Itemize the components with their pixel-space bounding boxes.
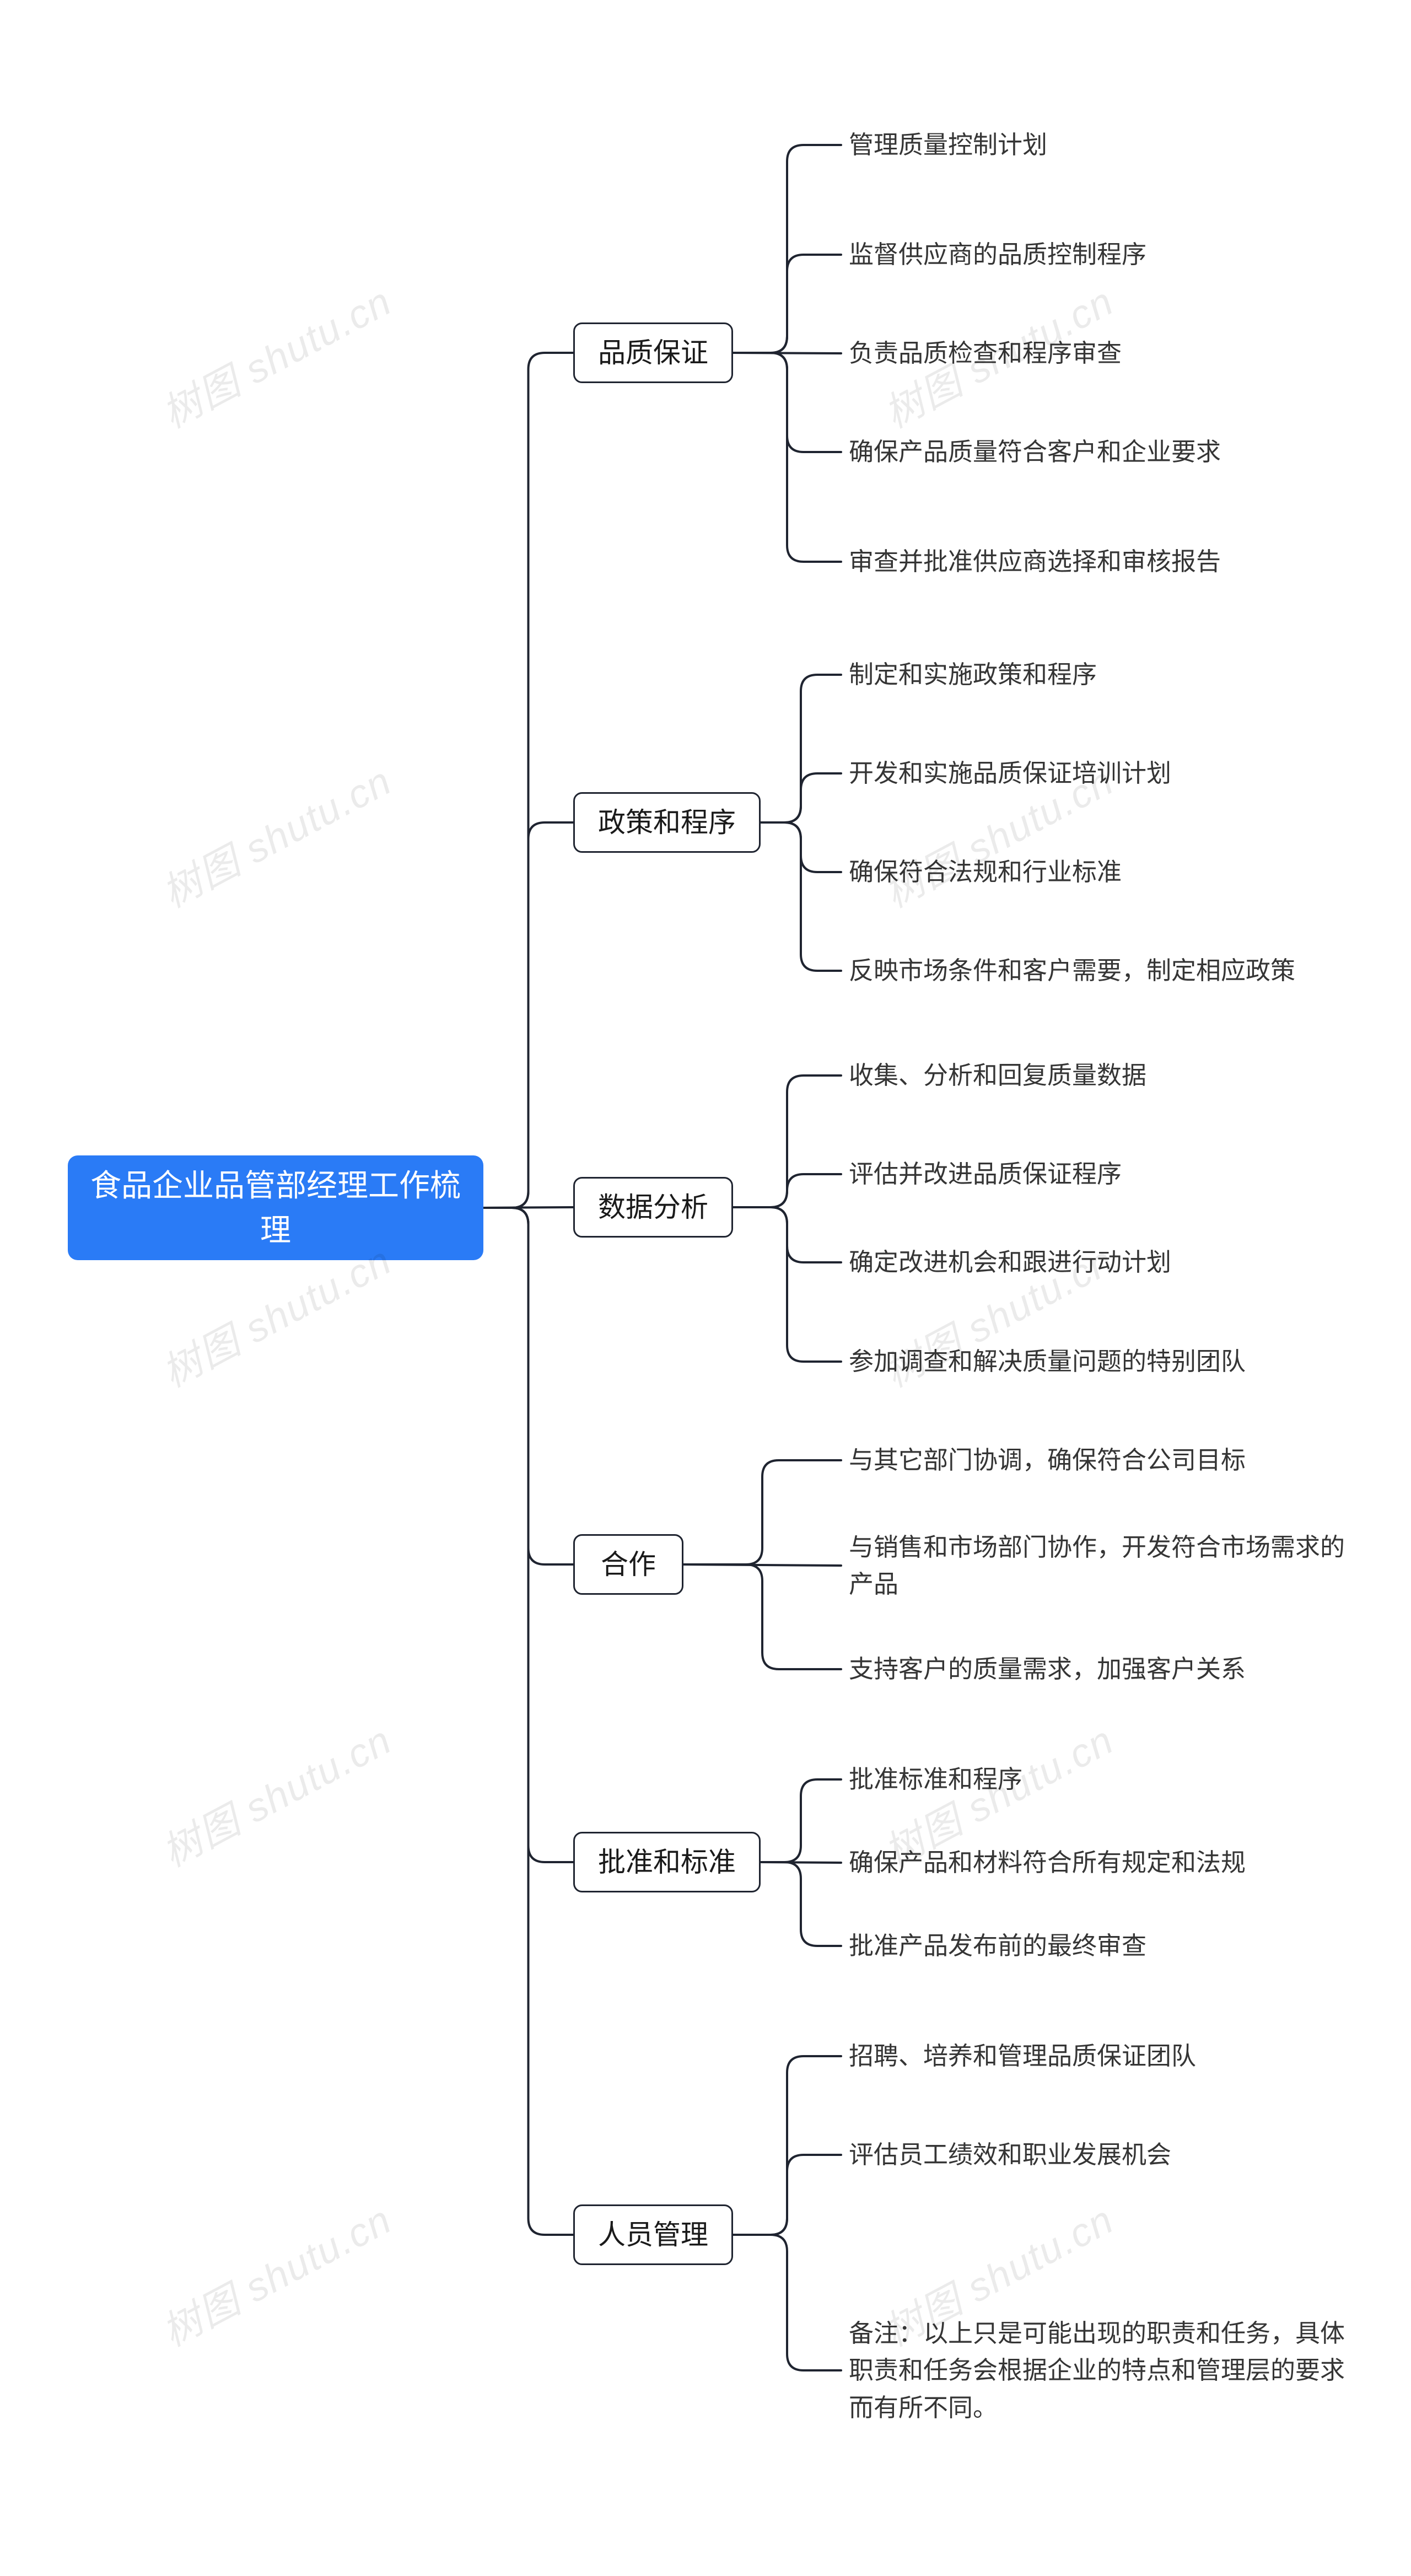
branch-node-2: 政策和程序 bbox=[573, 792, 761, 853]
branch-node-1: 品质保证 bbox=[573, 322, 733, 383]
leaf-node-l6_3: 备注：以上只是可能出现的职责和任务，具体职责和任务会根据企业的特点和管理层的要求… bbox=[849, 2310, 1356, 2431]
leaf-node-l3_1: 收集、分析和回复质量数据 bbox=[849, 1059, 1400, 1092]
leaf-node-l1_3: 负责品质检查和程序审查 bbox=[849, 337, 1345, 370]
leaf-node-l2_1: 制定和实施政策和程序 bbox=[849, 658, 1400, 691]
leaf-node-l6_1: 招聘、培养和管理品质保证团队 bbox=[849, 2040, 1400, 2073]
watermark-8: 树图 shutu.cn bbox=[150, 2188, 400, 2358]
leaf-node-l1_2: 监督供应商的品质控制程序 bbox=[849, 238, 1345, 271]
leaf-node-l3_3: 确定改进机会和跟进行动计划 bbox=[849, 1246, 1400, 1279]
leaf-node-l4_1: 与其它部门协调，确保符合公司目标 bbox=[849, 1444, 1400, 1477]
watermark-6: 树图 shutu.cn bbox=[150, 1708, 400, 1878]
leaf-node-l4_3: 支持客户的质量需求，加强客户关系 bbox=[849, 1653, 1400, 1686]
leaf-node-l2_2: 开发和实施品质保证培训计划 bbox=[849, 757, 1400, 790]
leaf-node-l2_4: 反映市场条件和客户需要，制定相应政策 bbox=[849, 954, 1400, 987]
leaf-node-l1_1: 管理质量控制计划 bbox=[849, 128, 1345, 162]
branch-node-5: 批准和标准 bbox=[573, 1832, 761, 1892]
mindmap-canvas: 食品企业品管部经理工作梳理 品质保证政策和程序数据分析合作批准和标准人员管理 管理质… bbox=[0, 0, 1411, 2576]
leaf-node-l2_3: 确保符合法规和行业标准 bbox=[849, 856, 1400, 889]
connectors-svg bbox=[0, 0, 1411, 2576]
root-node: 食品企业品管部经理工作梳理 bbox=[68, 1155, 483, 1260]
branch-node-6: 人员管理 bbox=[573, 2204, 733, 2265]
leaf-node-l5_3: 批准产品发布前的最终审查 bbox=[849, 1929, 1400, 1962]
branch-node-4: 合作 bbox=[573, 1534, 683, 1595]
watermark-2: 树图 shutu.cn bbox=[150, 749, 400, 919]
leaf-node-l5_2: 确保产品和材料符合所有规定和法规 bbox=[849, 1846, 1400, 1879]
leaf-node-l6_2: 评估员工绩效和职业发展机会 bbox=[849, 2138, 1400, 2171]
leaf-node-l3_2: 评估并改进品质保证程序 bbox=[849, 1158, 1400, 1191]
leaf-node-l3_4: 参加调查和解决质量问题的特别团队 bbox=[849, 1345, 1400, 1378]
leaf-node-l4_2: 与销售和市场部门协作，开发符合市场需求的产品 bbox=[849, 1530, 1356, 1601]
branch-node-3: 数据分析 bbox=[573, 1177, 733, 1238]
leaf-node-l1_4: 确保产品质量符合客户和企业要求 bbox=[849, 435, 1345, 469]
leaf-node-l5_1: 批准标准和程序 bbox=[849, 1763, 1400, 1796]
leaf-node-l1_5: 审查并批准供应商选择和审核报告 bbox=[849, 545, 1345, 578]
watermark-0: 树图 shutu.cn bbox=[150, 270, 400, 439]
